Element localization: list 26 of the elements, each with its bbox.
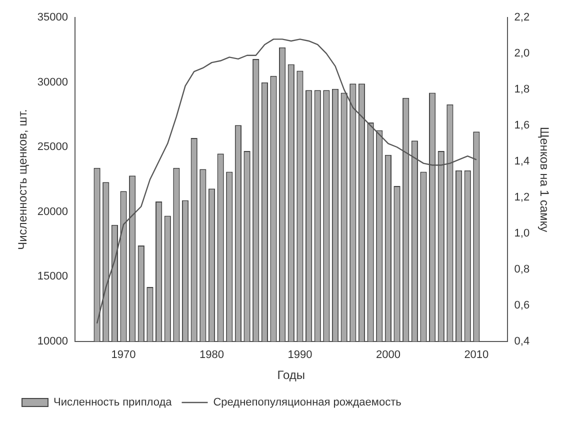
y2-tick-label: 2,0 [514, 48, 530, 60]
y2-tick-label: 2,2 [514, 12, 530, 24]
x-tick-label: 1970 [111, 349, 136, 362]
y2-tick-label: 0,6 [514, 299, 530, 312]
y-tick-label: 10000 [37, 335, 68, 348]
x-tick-label: 1990 [288, 349, 312, 362]
y2-tick-label: 1,4 [514, 156, 530, 168]
y2-tick-label: 0,4 [514, 335, 530, 348]
y-tick-label: 20000 [37, 206, 68, 218]
y2-tick-label: 1,2 [514, 192, 530, 204]
x-tick-label: 2000 [376, 349, 400, 362]
y-axis-title: Численность щенков, шт. [16, 109, 30, 250]
y2-tick-label: 1,0 [514, 228, 530, 240]
y-tick-label: 25000 [37, 141, 68, 154]
y2-tick-label: 0,8 [514, 263, 530, 276]
y-tick-label: 30000 [37, 76, 68, 88]
x-axis-title: Годы [277, 368, 306, 382]
legend-label: Численность приплода [54, 396, 173, 409]
y-tick-label: 15000 [37, 270, 68, 283]
x-tick-label: 1980 [200, 349, 224, 362]
legend-label: Среднепопуляционная рождаемость [213, 396, 402, 409]
y2-tick-label: 1,6 [514, 120, 530, 132]
x-tick-label: 2010 [464, 349, 489, 362]
y2-tick-label: 1,8 [514, 84, 530, 96]
y-tick-label: 35000 [37, 12, 68, 24]
y2-axis-title: Щенков на 1 самку [537, 126, 552, 232]
